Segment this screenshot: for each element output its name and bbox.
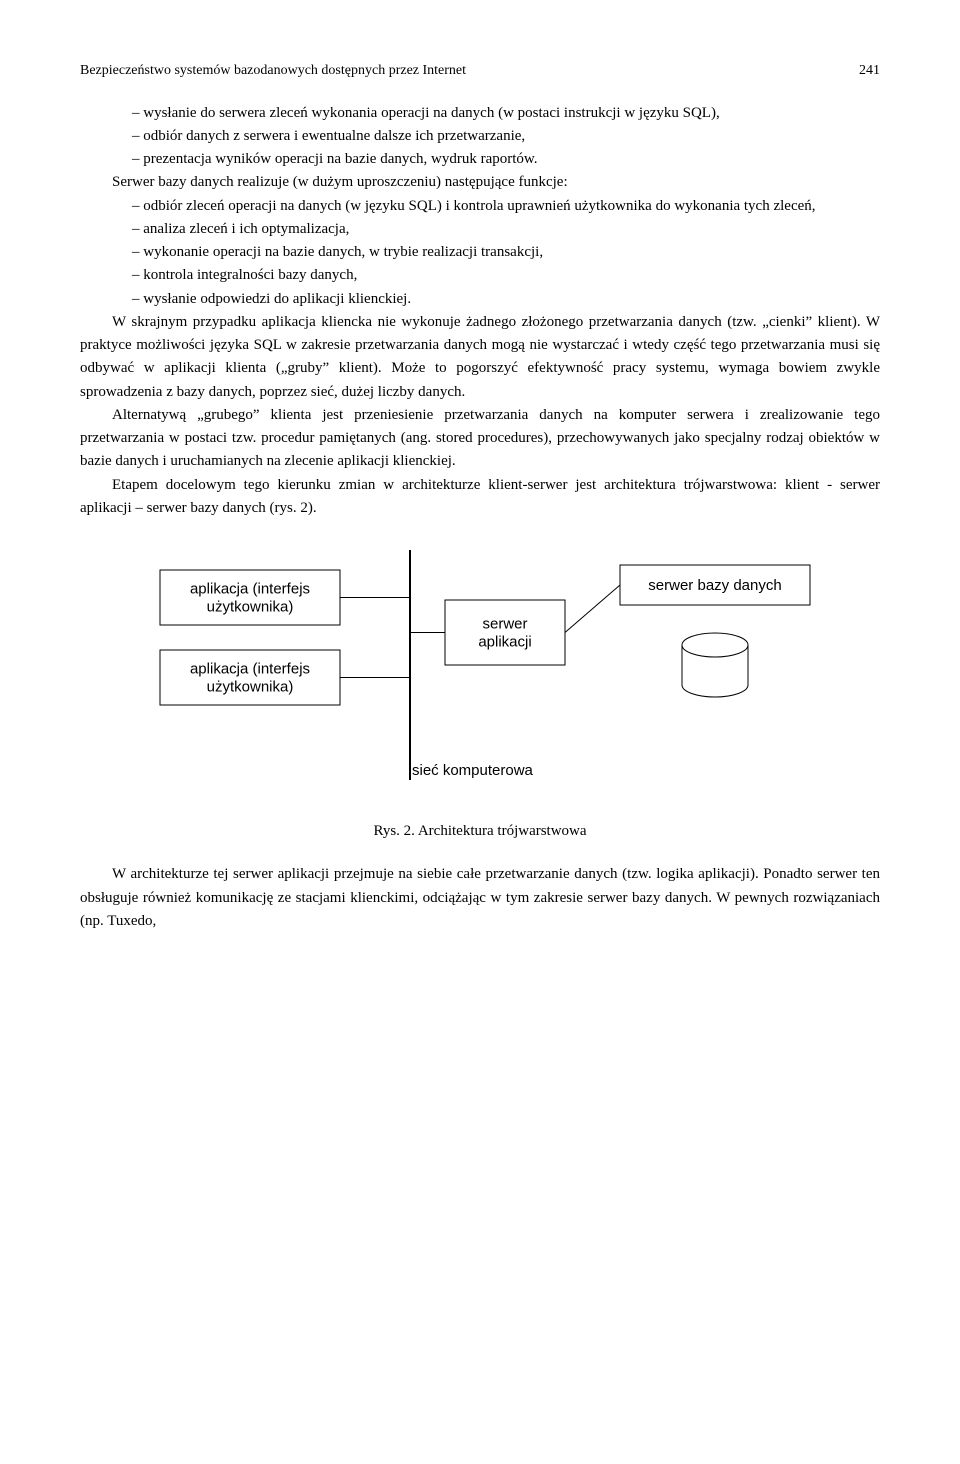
svg-text:serwer bazy danych: serwer bazy danych — [648, 577, 781, 594]
figure-caption: Rys. 2. Architektura trójwarstwowa — [80, 820, 880, 843]
body-paragraph: Etapem docelowym tego kierunku zmian w a… — [80, 474, 880, 521]
server-functions-list: odbiór zleceń operacji na danych (w języ… — [80, 195, 880, 311]
body-paragraph: W skrajnym przypadku aplikacja kliencka … — [80, 311, 880, 404]
svg-text:aplikacja (interfejs: aplikacja (interfejs — [190, 661, 310, 678]
running-title: Bezpieczeństwo systemów bazodanowych dos… — [80, 60, 466, 82]
list-item: prezentacja wyników operacji na bazie da… — [132, 148, 880, 171]
svg-text:użytkownika): użytkownika) — [207, 599, 294, 616]
list-item: wysłanie do serwera zleceń wykonania ope… — [132, 102, 880, 125]
list-item: analiza zleceń i ich optymalizacja, — [132, 218, 880, 241]
svg-text:aplikacja (interfejs: aplikacja (interfejs — [190, 581, 310, 598]
svg-text:aplikacji: aplikacji — [478, 634, 531, 651]
architecture-diagram: aplikacja (interfejsużytkownika)aplikacj… — [80, 550, 880, 810]
svg-text:serwer: serwer — [482, 616, 527, 633]
list-item: wysłanie odpowiedzi do aplikacji klienck… — [132, 288, 880, 311]
svg-text:sieć komputerowa: sieć komputerowa — [412, 762, 534, 779]
svg-text:użytkownika): użytkownika) — [207, 679, 294, 696]
running-head: Bezpieczeństwo systemów bazodanowych dos… — [80, 60, 880, 82]
list-item: odbiór zleceń operacji na danych (w języ… — [132, 195, 880, 218]
body-paragraph: Alternatywą „grubego” klienta jest przen… — [80, 404, 880, 474]
list-item: wykonanie operacji na bazie danych, w tr… — [132, 241, 880, 264]
body-paragraph: W architekturze tej serwer aplikacji prz… — [80, 863, 880, 933]
server-intro: Serwer bazy danych realizuje (w dużym up… — [80, 171, 880, 194]
list-item: kontrola integralności bazy danych, — [132, 264, 880, 287]
client-functions-list: wysłanie do serwera zleceń wykonania ope… — [80, 102, 880, 172]
list-item: odbiór danych z serwera i ewentualne dal… — [132, 125, 880, 148]
page-number: 241 — [859, 60, 880, 82]
